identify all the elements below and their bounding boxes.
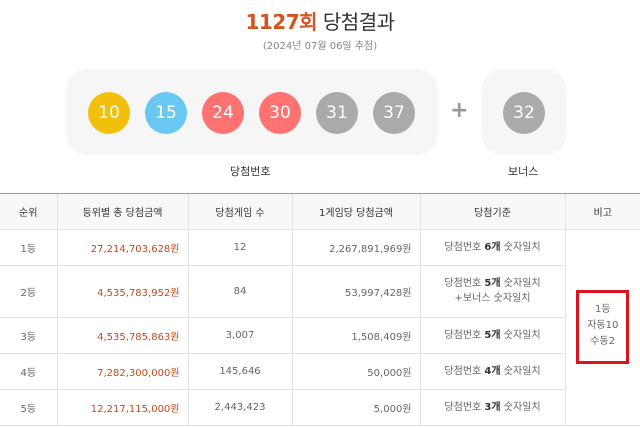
plus-sign: + (450, 98, 469, 123)
criteria-count: 5개 (484, 329, 501, 341)
table-row: 1등 27,214,703,628원 12 2,267,891,969원 당첨번… (0, 228, 640, 426)
title-suffix: 당첨결과 (322, 10, 395, 34)
header-note: 비고 (564, 194, 640, 230)
winner-count-cell: 12 (187, 228, 293, 266)
prize-per-game-cell: 53,997,428원 (291, 264, 421, 318)
note-cell: 1등 자동10 수동2 (564, 228, 640, 426)
note-auto-count: 자동10 (587, 320, 619, 331)
rank-cell: 2등 (0, 264, 58, 318)
rank-cell: 5등 (0, 388, 58, 426)
criteria-cell: 당첨번호 4개 숫자일치 (419, 352, 565, 390)
winning-numbers-label: 당첨번호 (230, 165, 271, 178)
winner-count-cell: 3,007 (187, 316, 293, 354)
criteria-cell: 당첨번호 5개 숫자일치 +보너스 숫자일치 (419, 264, 565, 318)
prize-per-game-cell: 50,000원 (291, 352, 421, 390)
header-prize-per-game: 1게임당 당첨금액 (291, 194, 421, 230)
criteria-count: 5개 (484, 278, 501, 289)
table-row: 3등 4,535,785,863원 3,007 1,508,409원 당첨번호 … (0, 316, 640, 354)
total-prize-cell: 7,282,300,000원 (56, 352, 189, 390)
table-top-rule (0, 193, 640, 194)
table-row: 2등 4,535,783,952원 84 53,997,428원 당첨번호 5개… (0, 264, 640, 318)
criteria-cell: 당첨번호 5개 숫자일치 (419, 316, 565, 354)
header-winner-count: 당첨게임 수 (187, 194, 293, 230)
table-row: 4등 7,282,300,000원 145,646 50,000원 당첨번호 4… (0, 352, 640, 390)
criteria-cell: 당첨번호 6개 숫자일치 (419, 228, 566, 266)
draw-date: (2024년 07월 06일 추첨) (262, 41, 378, 52)
header-criteria: 당첨기준 (419, 194, 566, 230)
total-prize-cell: 12,217,115,000원 (56, 388, 189, 426)
winner-count-cell: 84 (187, 264, 293, 318)
total-prize-cell: 4,535,785,863원 (56, 316, 189, 354)
winner-count-cell: 2,443,423 (187, 388, 293, 426)
note-rank: 1등 (594, 304, 611, 315)
winning-ball-1: 10 (88, 92, 130, 134)
page-title: 1127회 당첨결과 (0, 6, 640, 35)
prize-per-game-cell: 2,267,891,969원 (291, 228, 421, 266)
bonus-ball: 32 (503, 92, 545, 134)
rank-cell: 4등 (0, 352, 58, 390)
winning-ball-5: 31 (316, 92, 358, 134)
prize-per-game-cell: 5,000원 (291, 388, 421, 426)
criteria-bonus-line: +보너스 숫자일치 (454, 293, 531, 304)
criteria-cell: 당첨번호 3개 숫자일치 (419, 388, 565, 426)
note-manual-count: 수동2 (590, 336, 616, 347)
total-prize-cell: 4,535,783,952원 (56, 264, 189, 318)
winner-count-cell: 145,646 (187, 352, 293, 390)
table-header-row: 순위 등위별 총 당첨금액 당첨게임 수 1게임당 당첨금액 당첨기준 비고 (0, 194, 640, 230)
criteria-count: 3개 (484, 401, 501, 413)
total-prize-cell: 27,214,703,628원 (56, 228, 189, 266)
rank-cell: 1등 (0, 228, 58, 266)
note-highlight-box: 1등 자동10 수동2 (576, 290, 630, 364)
table-row: 5등 12,217,115,000원 2,443,423 5,000원 당첨번호… (0, 388, 640, 426)
criteria-count: 4개 (484, 365, 501, 377)
winning-ball-4: 30 (259, 92, 301, 134)
round-number: 1127회 (245, 10, 318, 34)
winning-ball-2: 15 (145, 92, 187, 134)
winning-ball-3: 24 (202, 92, 244, 134)
header-rank: 순위 (0, 194, 58, 230)
prize-per-game-cell: 1,508,409원 (291, 316, 421, 354)
bonus-label: 보너스 (508, 165, 539, 178)
header-total-prize: 등위별 총 당첨금액 (56, 194, 189, 230)
rank-cell: 3등 (0, 316, 58, 354)
prize-table: 순위 등위별 총 당첨금액 당첨게임 수 1게임당 당첨금액 당첨기준 비고 1… (0, 194, 640, 426)
winning-ball-6: 37 (373, 92, 415, 134)
criteria-count: 6개 (484, 241, 501, 253)
